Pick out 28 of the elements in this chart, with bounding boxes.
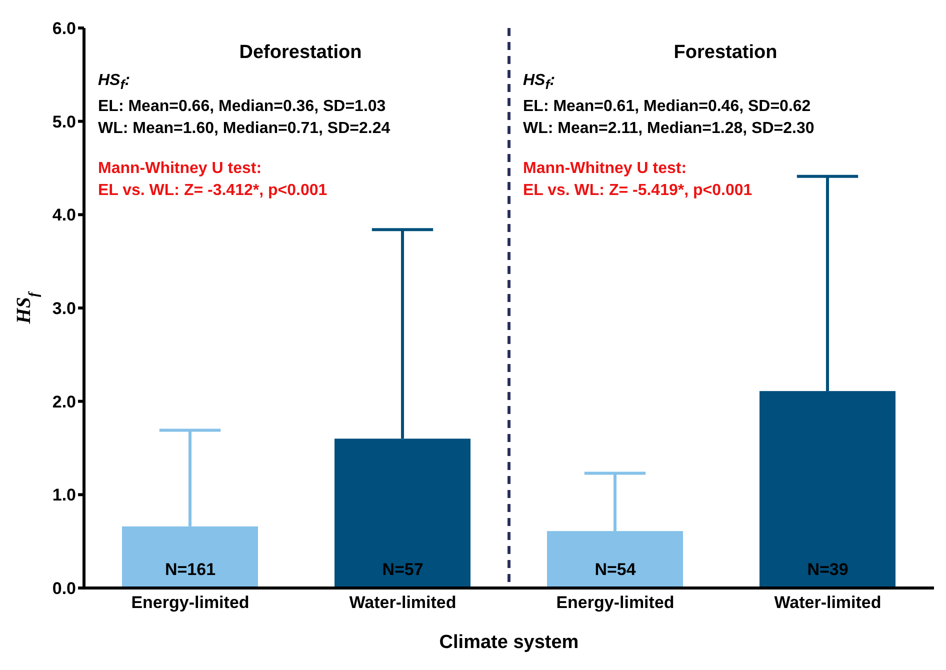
annotation: Mann-Whitney U test: (98, 160, 262, 178)
x-tick-label: Water-limited (774, 593, 882, 612)
y-tick-label: 1.0 (52, 486, 76, 505)
annotation: N=161 (164, 560, 216, 579)
annotation: N=54 (594, 560, 636, 579)
annotation: EL: Mean=0.66, Median=0.36, SD=1.03 (98, 98, 386, 116)
y-tick-label: 2.0 (52, 392, 76, 412)
annotation: N=57 (382, 560, 424, 579)
annotation: HS$_{f}$: (523, 72, 556, 92)
y-tick-label: 6.0 (52, 19, 76, 38)
annotation: EL vs. WL: Z= -5.419*, p<0.001 (523, 182, 752, 200)
x-tick-label: Energy-limited (556, 593, 674, 612)
x-axis-title: Climate system (439, 632, 579, 653)
annotation: N=39 (807, 560, 848, 579)
annotation: HS$_{f}$: (98, 72, 130, 92)
x-tick-label: Water-limited (349, 593, 456, 612)
annotation: WL: Mean=2.11, Median=1.28, SD=2.30 (523, 120, 814, 138)
annotation: EL vs. WL: Z= -3.412*, p<0.001 (98, 182, 328, 200)
y-tick-label: 0.0 (52, 579, 76, 598)
y-tick-label: 5.0 (52, 112, 76, 132)
annotation: Deforestation (239, 42, 362, 63)
y-tick-label: 4.0 (52, 206, 76, 225)
annotation: WL: Mean=1.60, Median=0.71, SD=2.24 (98, 120, 390, 138)
annotation: Mann-Whitney U test: (523, 160, 687, 178)
y-tick-label: 3.0 (52, 299, 76, 318)
x-tick-label: Energy-limited (131, 593, 250, 612)
annotation: Forestation (674, 42, 778, 63)
annotation: EL: Mean=0.61, Median=0.46, SD=0.62 (523, 98, 811, 116)
